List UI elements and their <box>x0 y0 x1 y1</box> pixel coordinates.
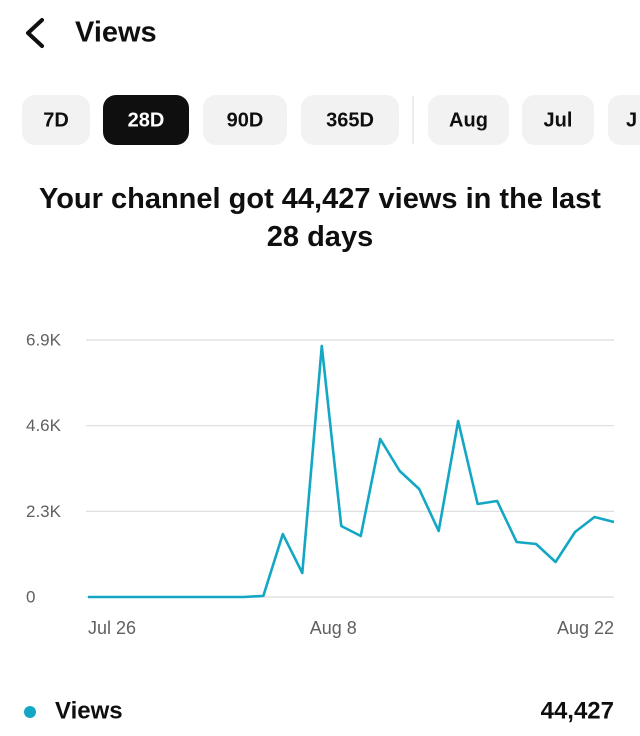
x-tick-label: Jul 26 <box>88 618 136 638</box>
page-title: Views <box>75 17 157 49</box>
x-tick-label: Aug 22 <box>557 618 614 638</box>
total-views: 44,427 <box>541 697 614 724</box>
tab[interactable] <box>522 95 594 145</box>
tab[interactable] <box>103 95 189 145</box>
tab[interactable] <box>608 95 640 145</box>
tab[interactable] <box>22 95 90 145</box>
back-button[interactable] <box>26 18 44 48</box>
x-tick-label: Aug 8 <box>310 618 357 638</box>
y-tick-label: 4.6K <box>26 416 62 435</box>
headline: Your channel got 44,427 views in the las… <box>39 183 601 253</box>
tab[interactable] <box>428 95 509 145</box>
tab[interactable] <box>203 95 287 145</box>
tab-label[interactable]: 28D <box>128 109 165 131</box>
tab-label[interactable]: 7D <box>43 109 69 131</box>
tab-label[interactable]: 365D <box>326 109 374 131</box>
tab[interactable] <box>301 95 399 145</box>
tab-label[interactable]: J <box>626 109 637 131</box>
legend-label: Views <box>55 697 123 724</box>
tab-label[interactable]: Jul <box>544 109 573 131</box>
y-tick-label: 0 <box>26 587 35 606</box>
line <box>88 344 615 599</box>
y-tick-label: 2.3K <box>26 502 62 521</box>
tab-label[interactable]: 90D <box>227 109 264 131</box>
tab-label[interactable]: Aug <box>449 109 488 131</box>
y-tick-label: 6.9K <box>26 330 62 349</box>
legend-marker <box>24 706 36 718</box>
